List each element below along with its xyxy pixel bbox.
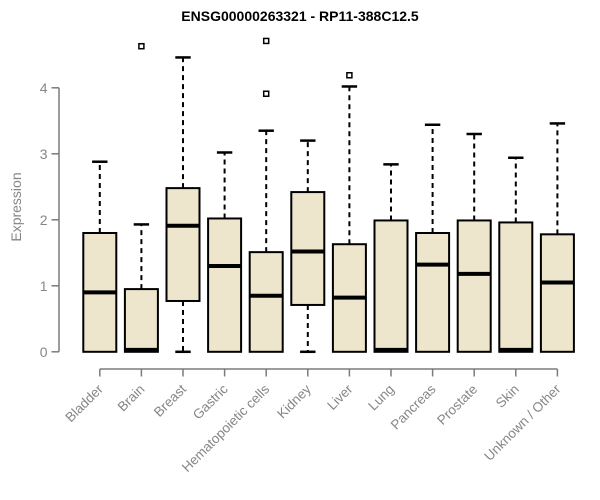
y-tick-label: 1: [40, 278, 48, 294]
x-tick-label: Prostate: [434, 382, 480, 428]
outlier-point: [262, 90, 270, 97]
boxplot-unknown-other: [539, 122, 575, 353]
x-tick-label: Liver: [324, 381, 356, 413]
y-tick-label: 0: [40, 344, 48, 360]
boxplot-lung: [373, 163, 409, 353]
iqr-box: [373, 219, 409, 353]
boxplot-brain: [123, 42, 159, 353]
x-tick-label: Unknown / Other: [481, 381, 564, 464]
boxplot-gastric: [207, 151, 243, 353]
x-tick-label: Skin: [493, 382, 522, 411]
iqr-box: [165, 187, 201, 302]
outlier-point: [346, 72, 353, 79]
y-tick-label: 3: [40, 146, 48, 162]
boxplot-breast: [165, 56, 201, 354]
iqr-box: [456, 219, 492, 353]
outlier-point: [262, 37, 270, 45]
x-tick-label: Pancreas: [388, 381, 439, 432]
boxplot-kidney: [290, 139, 326, 354]
iqr-box: [415, 232, 451, 353]
outlier-point: [138, 42, 145, 50]
iqr-box: [498, 221, 534, 353]
boxplot-pancreas: [415, 123, 451, 353]
y-tick-label: 2: [40, 212, 48, 228]
x-tick-label: Kidney: [274, 381, 314, 421]
chart-title: ENSG00000263321 - RP11-388C12.5: [181, 8, 419, 24]
boxplot-liver: [331, 72, 367, 353]
iqr-box: [207, 217, 243, 353]
x-tick-label: Breast: [151, 381, 189, 419]
iqr-box: [539, 233, 575, 353]
x-tick-label: Bladder: [62, 381, 106, 425]
boxplot-bladder: [82, 160, 118, 353]
boxplot-prostate: [456, 132, 492, 353]
y-tick-label: 4: [40, 80, 48, 96]
x-tick-label: Gastric: [190, 381, 231, 422]
boxplot-skin: [498, 156, 534, 353]
iqr-box: [248, 251, 284, 353]
iqr-box: [123, 288, 159, 353]
boxplot-hematopoietic-cells: [248, 37, 284, 353]
iqr-box: [290, 191, 326, 306]
x-tick-label: Brain: [115, 382, 148, 415]
x-tick-label: Lung: [365, 382, 397, 414]
